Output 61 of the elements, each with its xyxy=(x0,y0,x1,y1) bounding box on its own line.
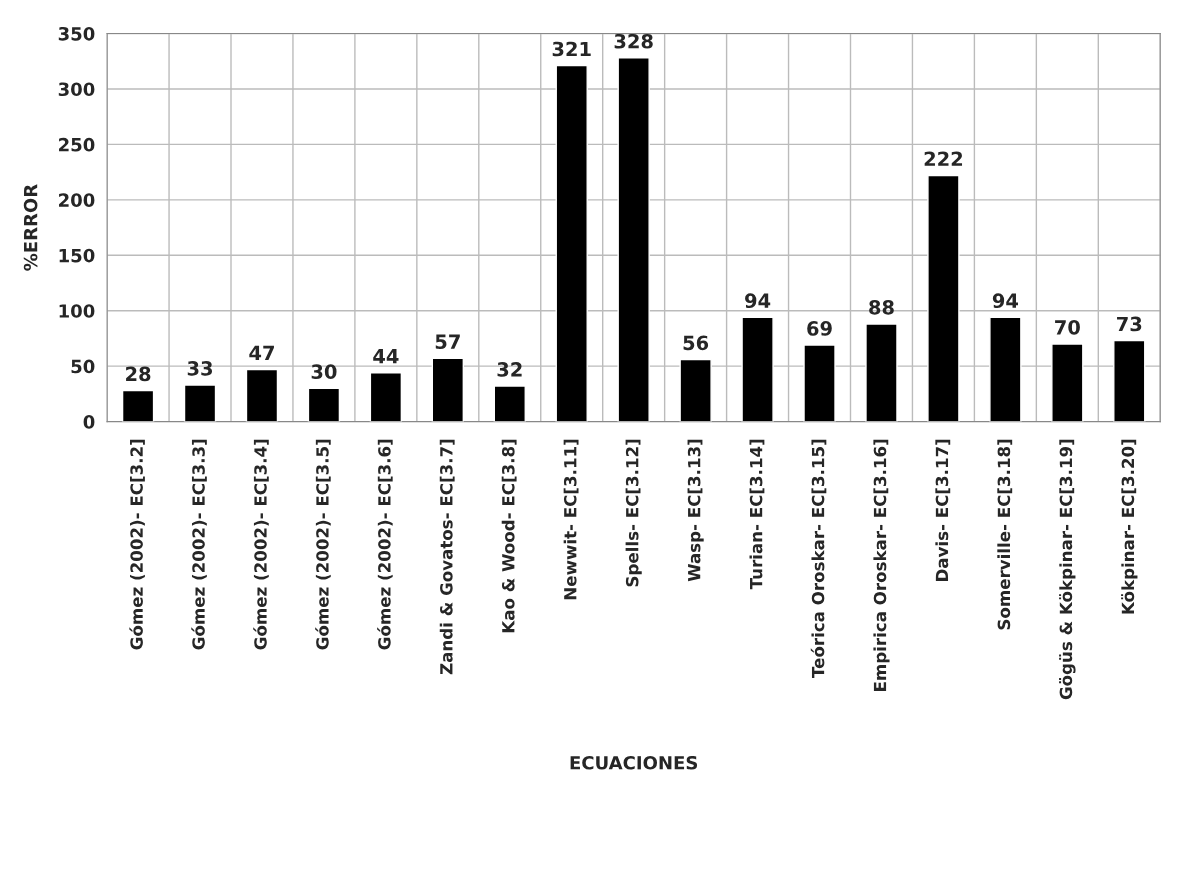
bar xyxy=(741,316,774,422)
y-tick-label: 50 xyxy=(71,359,95,374)
data-label: 47 xyxy=(249,345,274,360)
x-tick-label: Gómez (2002)- EC[3.4] xyxy=(253,439,269,650)
y-axis-title: %ERROR xyxy=(23,184,38,271)
bar xyxy=(307,387,341,422)
data-label: 70 xyxy=(1055,319,1080,335)
x-tick-label: Gómez (2002)- EC[3.2] xyxy=(129,439,145,650)
bar xyxy=(927,174,960,422)
data-label: 328 xyxy=(614,33,653,49)
bar xyxy=(1051,343,1084,422)
bar xyxy=(989,316,1022,422)
y-tick-label: 150 xyxy=(59,248,95,263)
x-tick-label: Newwit- EC[3.11] xyxy=(563,439,579,600)
data-label: 44 xyxy=(373,349,399,364)
data-label: 28 xyxy=(126,366,151,382)
y-tick-label: 0 xyxy=(83,415,95,429)
bar xyxy=(555,64,588,422)
y-tick-label: 300 xyxy=(58,82,95,97)
bar xyxy=(803,344,836,422)
y-tick-label: 350 xyxy=(58,26,95,41)
bar xyxy=(865,323,898,422)
data-label: 32 xyxy=(497,362,522,377)
data-label: 94 xyxy=(745,293,771,309)
y-tick-label: 200 xyxy=(59,193,95,207)
data-label: 88 xyxy=(869,299,894,315)
x-tick-label: Empirica Oroskar- EC[3.16] xyxy=(873,439,890,691)
x-tick-label: Zandi & Govatos- EC[3.7] xyxy=(439,439,455,675)
y-tick-label: 100 xyxy=(59,304,95,318)
x-tick-label: Gómez (2002)- EC[3.3] xyxy=(191,439,207,650)
bar xyxy=(121,389,155,422)
bar xyxy=(1113,339,1146,422)
bar xyxy=(493,385,526,422)
x-tick-label: Somerville- EC[3.18] xyxy=(997,439,1013,630)
data-label: 57 xyxy=(435,334,460,350)
x-tick-label: Kökpinar- EC[3.20] xyxy=(1121,439,1138,614)
data-label: 69 xyxy=(807,321,832,336)
x-tick-label: Kao & Wood- EC[3.8] xyxy=(501,439,517,633)
data-label: 222 xyxy=(924,151,963,166)
x-tick-label: Davis- EC[3.17] xyxy=(935,439,951,581)
data-label: 94 xyxy=(992,293,1019,309)
x-tick-label: Gómez (2002)- EC[3.5] xyxy=(315,439,331,650)
x-tick-label: Gögüs & Kökpinar- EC[3.19] xyxy=(1059,439,1076,700)
data-label: 73 xyxy=(1117,316,1142,332)
bar xyxy=(431,357,465,422)
x-tick-label: Spells- EC[3.12] xyxy=(625,439,642,587)
x-axis-title: ECUACIONES xyxy=(570,755,698,770)
data-label: 56 xyxy=(683,335,709,351)
x-tick-label: Turian- EC[3.14] xyxy=(749,439,765,590)
bar xyxy=(679,358,712,422)
x-tick-label: Wasp- EC[3.13] xyxy=(687,439,704,582)
bar xyxy=(245,368,279,422)
data-label: 33 xyxy=(187,360,213,376)
bar xyxy=(369,372,403,422)
data-label: 30 xyxy=(311,364,337,380)
y-tick-label: 250 xyxy=(59,137,95,152)
bar xyxy=(183,384,217,422)
data-label: 321 xyxy=(552,41,591,57)
bar xyxy=(617,57,650,422)
x-tick-label: Gómez (2002)- EC[3.6] xyxy=(377,439,393,650)
x-tick-label: Teórica Oroskar- EC[3.15] xyxy=(810,439,827,678)
